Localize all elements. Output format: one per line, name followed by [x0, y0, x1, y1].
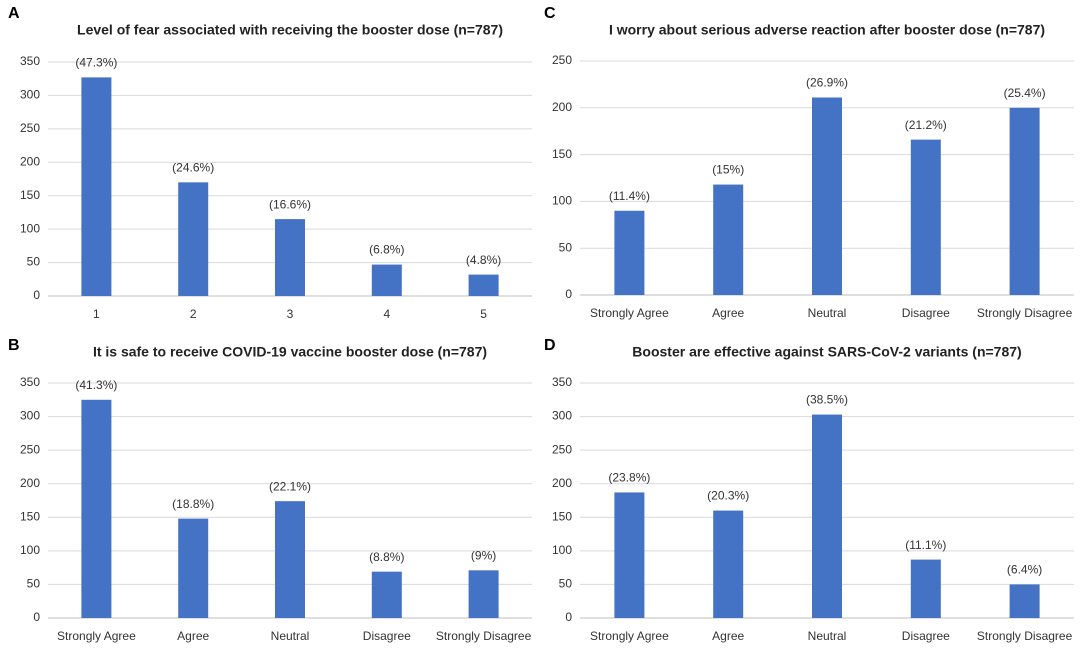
x-tick-label: Neutral [808, 306, 847, 320]
x-tick-label: Disagree [902, 306, 950, 320]
bar-annotation: (38.5%) [806, 393, 848, 407]
y-tick-label: 300 [20, 88, 40, 102]
x-tick-label: 4 [383, 307, 390, 321]
y-tick-label: 0 [33, 610, 40, 624]
y-tick-label: 350 [20, 54, 40, 68]
bar [275, 501, 305, 618]
bar [275, 219, 305, 296]
bar [910, 139, 941, 295]
x-tick-label: Strongly Disagree [977, 306, 1073, 320]
y-tick-label: 200 [552, 100, 572, 114]
x-tick-label: Neutral [271, 629, 310, 643]
bar-annotation: (6.8%) [369, 243, 404, 257]
x-tick-label: Disagree [363, 629, 411, 643]
y-tick-label: 150 [552, 147, 572, 161]
y-tick-label: 200 [20, 476, 40, 490]
bar-annotation: (20.3%) [707, 489, 749, 503]
bar [1009, 584, 1040, 618]
x-tick-label: Strongly Agree [590, 629, 669, 643]
bar [713, 184, 744, 295]
chart-title: I worry about serious adverse reaction a… [609, 22, 1045, 38]
bar [468, 570, 499, 618]
y-tick-label: 250 [20, 442, 40, 456]
bar-annotation: (4.8%) [466, 253, 501, 267]
bar-annotation: (11.1%) [905, 538, 946, 552]
y-tick-label: 100 [552, 543, 572, 557]
bar [81, 399, 112, 618]
bar [812, 97, 842, 295]
chart-title: It is safe to receive COVID-19 vaccine b… [93, 344, 487, 360]
y-tick-label: 0 [565, 287, 572, 301]
y-tick-label: 100 [20, 543, 40, 557]
x-tick-label: 2 [190, 307, 197, 321]
bar-annotation: (23.8%) [608, 471, 650, 485]
y-tick-label: 50 [27, 577, 41, 591]
x-tick-label: Strongly Agree [57, 629, 136, 643]
y-tick-label: 250 [552, 53, 572, 67]
y-tick-label: 150 [552, 509, 572, 523]
x-tick-label: Agree [177, 629, 209, 643]
bar-annotation: (22.1%) [269, 479, 311, 493]
bar-annotation: (9%) [471, 549, 496, 563]
panel-label: A [8, 5, 20, 22]
y-tick-label: 250 [20, 121, 40, 135]
y-tick-label: 50 [559, 577, 573, 591]
panel-label: D [544, 337, 556, 354]
panel-label: C [544, 5, 556, 22]
bar-annotation: (11.4%) [609, 189, 650, 203]
y-tick-label: 150 [20, 188, 40, 202]
chart-title: Booster are effective against SARS-CoV-2… [632, 344, 1021, 360]
bar-annotation: (41.3%) [75, 378, 117, 392]
bar-annotation: (6.4%) [1007, 563, 1042, 577]
y-tick-label: 300 [552, 409, 572, 423]
bar-annotation: (21.2%) [905, 118, 947, 132]
panel-label: B [8, 337, 20, 354]
bar-annotation: (16.6%) [269, 197, 311, 211]
x-tick-label: Strongly Agree [590, 306, 669, 320]
bar [371, 571, 402, 618]
bar-annotation: (15%) [712, 163, 744, 177]
y-tick-label: 100 [20, 221, 40, 235]
bar-annotation: (8.8%) [369, 550, 404, 564]
x-tick-label: 5 [480, 307, 487, 321]
bar-annotation: (26.9%) [806, 76, 848, 90]
y-tick-label: 150 [20, 509, 40, 523]
x-tick-label: Neutral [808, 629, 847, 643]
bar [178, 182, 209, 296]
bar [910, 559, 941, 618]
x-tick-label: Disagree [902, 629, 950, 643]
bar [614, 492, 645, 618]
bar [468, 274, 499, 296]
bar [812, 414, 842, 618]
y-tick-label: 100 [552, 194, 572, 208]
bar-annotation: (25.4%) [1004, 86, 1046, 100]
x-tick-label: Strongly Disagree [977, 629, 1073, 643]
bar-annotation: (24.6%) [172, 161, 214, 175]
y-tick-label: 50 [27, 255, 41, 269]
x-tick-label: 1 [93, 307, 100, 321]
bar [178, 518, 209, 618]
y-tick-label: 200 [552, 476, 572, 490]
bar-annotation: (47.3%) [75, 56, 117, 70]
x-tick-label: 3 [287, 307, 294, 321]
x-tick-label: Strongly Disagree [436, 629, 532, 643]
y-tick-label: 250 [552, 442, 572, 456]
y-tick-label: 0 [33, 288, 40, 302]
y-tick-label: 0 [565, 610, 572, 624]
y-tick-label: 200 [20, 154, 40, 168]
y-tick-label: 300 [20, 409, 40, 423]
bar [371, 264, 402, 296]
chart-title: Level of fear associated with receiving … [77, 22, 503, 38]
bar [81, 77, 112, 297]
y-tick-label: 350 [552, 375, 572, 389]
x-tick-label: Agree [712, 306, 744, 320]
bar [614, 210, 645, 295]
bar-annotation: (18.8%) [172, 497, 214, 511]
y-tick-label: 350 [20, 375, 40, 389]
bar [1009, 107, 1040, 295]
x-tick-label: Agree [712, 629, 744, 643]
y-tick-label: 50 [559, 240, 573, 254]
bar [713, 510, 744, 618]
